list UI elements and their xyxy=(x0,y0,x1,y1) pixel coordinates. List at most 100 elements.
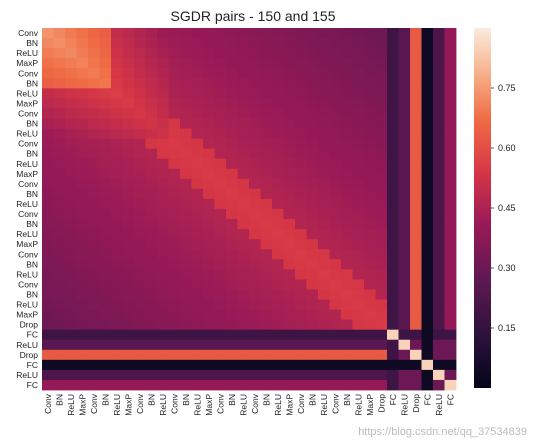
heatmap-cell xyxy=(122,329,135,341)
heatmap-cell xyxy=(53,68,66,79)
heatmap-cell xyxy=(421,198,434,210)
heatmap-cell xyxy=(444,309,457,321)
heatmap-cell xyxy=(364,48,376,59)
heatmap-cell xyxy=(111,158,123,170)
heatmap-cell xyxy=(99,178,112,190)
heatmap-cell xyxy=(387,28,399,39)
heatmap-cell xyxy=(111,239,123,250)
heatmap-cell xyxy=(306,209,319,220)
heatmap-cell xyxy=(375,369,388,381)
heatmap-cell xyxy=(329,98,342,109)
heatmap-cell xyxy=(364,118,376,129)
heatmap-cell xyxy=(122,28,135,39)
heatmap-cell xyxy=(433,108,445,119)
heatmap-cell xyxy=(341,259,353,270)
heatmap-cell xyxy=(352,118,365,129)
heatmap-cell xyxy=(375,128,388,140)
x-tick-label: Conv xyxy=(43,393,53,414)
heatmap-cell xyxy=(203,299,215,310)
heatmap-cell xyxy=(180,329,192,341)
heatmap-cell xyxy=(318,219,330,230)
heatmap-cell xyxy=(145,219,158,230)
y-tick-label: Conv xyxy=(18,209,39,219)
heatmap-cell xyxy=(260,28,273,39)
heatmap-cell xyxy=(283,198,296,210)
heatmap-cell xyxy=(387,349,399,361)
heatmap-cell xyxy=(226,58,238,69)
heatmap-cell xyxy=(65,98,77,109)
heatmap-cell xyxy=(180,58,192,69)
x-tick-label: Conv xyxy=(169,393,179,414)
heatmap-cell xyxy=(111,118,123,129)
heatmap-cell xyxy=(318,138,330,150)
heatmap-cell xyxy=(260,379,273,391)
heatmap-cell xyxy=(53,178,66,190)
heatmap-cell xyxy=(203,209,215,220)
heatmap-cell xyxy=(99,118,112,129)
heatmap-cell xyxy=(387,309,399,321)
heatmap-cell xyxy=(444,249,457,260)
heatmap-cell xyxy=(42,68,54,79)
heatmap-cell xyxy=(76,359,89,371)
heatmap-cell xyxy=(111,219,123,230)
heatmap-cell xyxy=(99,98,112,109)
heatmap-cell xyxy=(283,289,296,300)
heatmap-cell xyxy=(191,319,204,331)
heatmap-cell xyxy=(444,88,457,99)
heatmap-cell xyxy=(318,198,330,210)
heatmap-cell xyxy=(364,249,376,260)
heatmap-cell xyxy=(306,38,319,49)
heatmap-cell xyxy=(352,188,365,200)
heatmap-cell xyxy=(111,279,123,290)
heatmap-cell xyxy=(283,369,296,381)
heatmap-cell xyxy=(99,78,112,89)
heatmap-cell xyxy=(295,118,307,129)
heatmap-cell xyxy=(375,229,388,240)
heatmap-cell xyxy=(283,359,296,371)
heatmap-cell xyxy=(214,168,227,180)
heatmap-cell xyxy=(387,168,399,180)
x-tick-label: Conv xyxy=(215,393,225,414)
heatmap-cell xyxy=(260,48,273,59)
heatmap-cell xyxy=(364,108,376,119)
y-tick-label: FC xyxy=(27,360,38,370)
heatmap-cell xyxy=(203,309,215,321)
heatmap-cell xyxy=(398,379,411,391)
heatmap-cell xyxy=(364,158,376,170)
heatmap-cell xyxy=(329,168,342,180)
heatmap-cell xyxy=(387,188,399,200)
heatmap-cell xyxy=(329,188,342,200)
heatmap-cell xyxy=(180,279,192,290)
heatmap-cell xyxy=(249,148,261,160)
heatmap-cell xyxy=(191,178,204,190)
heatmap-cell xyxy=(398,158,411,170)
heatmap-cell xyxy=(76,329,89,341)
heatmap-cell xyxy=(329,359,342,371)
heatmap-cell xyxy=(295,78,307,89)
heatmap-cell xyxy=(237,118,250,129)
heatmap-cell xyxy=(53,379,66,391)
heatmap-cell xyxy=(260,309,273,321)
heatmap-cell xyxy=(387,229,399,240)
heatmap-cell xyxy=(157,48,169,59)
heatmap-cell xyxy=(180,209,192,220)
heatmap-cell xyxy=(249,118,261,129)
heatmap-cell xyxy=(237,68,250,79)
heatmap-cell xyxy=(433,118,445,129)
heatmap-cell xyxy=(122,249,135,260)
heatmap-cell xyxy=(295,128,307,140)
heatmap-cell xyxy=(134,88,146,99)
heatmap-cell xyxy=(352,38,365,49)
heatmap-cell xyxy=(387,209,399,220)
heatmap-cell xyxy=(111,68,123,79)
heatmap-cell xyxy=(387,289,399,300)
heatmap-cell xyxy=(191,309,204,321)
heatmap-cell xyxy=(134,209,146,220)
heatmap-cell xyxy=(249,198,261,210)
heatmap-cell xyxy=(134,329,146,341)
heatmap-cell xyxy=(65,289,77,300)
heatmap-cell xyxy=(42,259,54,270)
heatmap-cell xyxy=(352,168,365,180)
heatmap-cell xyxy=(421,269,434,280)
heatmap-cell xyxy=(191,188,204,200)
